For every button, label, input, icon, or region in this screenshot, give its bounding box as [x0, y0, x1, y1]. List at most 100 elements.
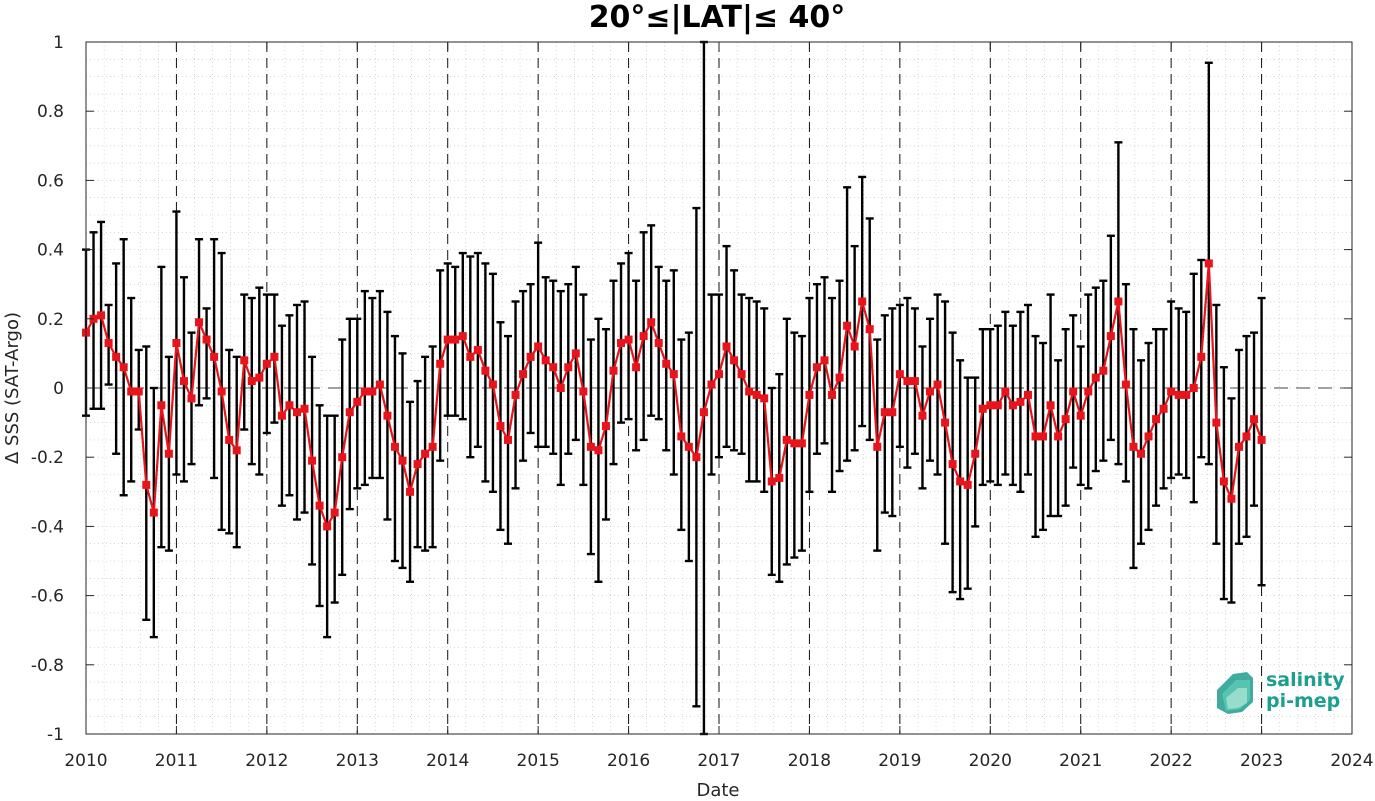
data-point-marker [1023, 390, 1032, 399]
data-point-marker [978, 404, 987, 413]
data-point-marker [684, 442, 693, 451]
data-point-marker [149, 508, 158, 517]
y-tick-label: 1 [53, 33, 64, 53]
data-point-marker [1039, 432, 1048, 441]
data-point-marker [715, 370, 723, 379]
y-tick-label: -0.4 [31, 517, 64, 537]
data-point-marker [858, 297, 867, 306]
data-point-marker [722, 342, 731, 351]
data-point-marker [790, 439, 799, 448]
data-point-marker [888, 408, 897, 417]
data-point-marker [805, 390, 814, 399]
y-tick-label: 0.8 [37, 102, 64, 122]
data-point-marker [360, 387, 369, 396]
x-tick-label: 2019 [878, 751, 921, 771]
y-tick-label: -0.2 [31, 448, 64, 468]
data-point-marker [323, 522, 332, 531]
data-point-marker [451, 335, 460, 344]
data-point-marker [1129, 442, 1138, 451]
axis-ticks [85, 41, 1353, 735]
data-point-marker [654, 339, 663, 348]
data-point-marker [1069, 387, 1078, 396]
data-point-marker [707, 380, 716, 389]
data-point-marker [473, 345, 482, 354]
x-tick-label: 2010 [64, 751, 107, 771]
data-point-marker [217, 387, 226, 396]
data-point-marker [345, 408, 354, 417]
data-point-marker [488, 380, 497, 389]
data-point-marker [699, 408, 708, 417]
data-point-marker [277, 411, 286, 420]
y-tick-label: -0.6 [31, 587, 64, 607]
data-point-marker [428, 442, 437, 451]
data-point-marker [458, 332, 467, 341]
data-point-marker [880, 408, 889, 417]
x-tick-label: 2021 [1059, 751, 1102, 771]
data-point-marker [1219, 477, 1228, 486]
data-point-marker [564, 363, 573, 372]
data-point-marker [353, 397, 362, 406]
data-point-marker [609, 366, 618, 375]
chart-title: 20°≤|LAT|≤ 40° [589, 0, 846, 35]
x-tick-labels: 2010 2011 2012 2013 2014 2015 2016 2017 2018 2019… [64, 751, 1373, 771]
data-point-marker [1054, 432, 1063, 441]
x-tick-label: 2022 [1150, 751, 1193, 771]
data-point-marker [1189, 384, 1198, 392]
data-point-marker [97, 311, 106, 320]
data-point-marker [232, 446, 241, 455]
data-point-marker [941, 418, 950, 427]
data-point-marker [948, 460, 957, 469]
x-tick-label: 2017 [697, 751, 740, 771]
data-point-marker [187, 394, 196, 403]
data-point-marker [850, 342, 859, 351]
data-point-marker [624, 335, 633, 344]
data-point-marker [1197, 352, 1206, 361]
x-tick-label: 2023 [1240, 751, 1283, 771]
data-point-marker [752, 390, 761, 399]
data-point-marker [662, 359, 671, 368]
data-point-marker [843, 321, 852, 330]
data-point-marker [202, 335, 211, 344]
data-point-marker [134, 387, 143, 396]
data-point-marker [745, 387, 754, 396]
y-tick-label: -0.8 [31, 656, 64, 676]
y-tick-label: -1 [47, 725, 64, 745]
data-point-marker [210, 352, 219, 361]
data-point-marker [247, 377, 256, 386]
data-point-marker [903, 377, 912, 386]
data-point-marker [195, 318, 204, 327]
data-point-marker [436, 359, 445, 368]
data-point-marker [926, 387, 934, 396]
data-point-marker [586, 442, 595, 451]
data-point-marker [315, 501, 324, 510]
data-point-marker [413, 460, 422, 469]
data-point-marker [1227, 494, 1236, 503]
data-point-marker [895, 370, 904, 379]
y-tick-label: 0.4 [37, 241, 64, 261]
data-point-marker [632, 363, 641, 372]
data-point-marker [730, 356, 739, 365]
data-point-marker [270, 352, 279, 361]
y-tick-label: 0 [53, 379, 64, 399]
data-point-marker [1031, 432, 1040, 441]
data-point-marker [421, 449, 430, 458]
data-point-marker [1182, 390, 1191, 399]
data-point-marker [519, 370, 528, 379]
data-point-marker [812, 363, 821, 372]
series-markers [82, 259, 1266, 531]
data-point-marker [767, 477, 776, 486]
data-point-marker [1144, 432, 1153, 441]
data-point-marker [1061, 415, 1070, 424]
y-tick-label: 0.6 [37, 171, 64, 191]
x-tick-label: 2012 [245, 751, 288, 771]
data-point-marker [639, 332, 648, 341]
data-point-marker [797, 439, 806, 448]
data-point-marker [865, 325, 874, 334]
data-point-marker [368, 387, 377, 396]
logo-line1: salinity [1266, 669, 1345, 691]
data-point-marker [1001, 387, 1010, 396]
data-point-marker [112, 352, 121, 361]
data-point-marker [1114, 297, 1123, 306]
data-point-marker [1137, 449, 1145, 458]
